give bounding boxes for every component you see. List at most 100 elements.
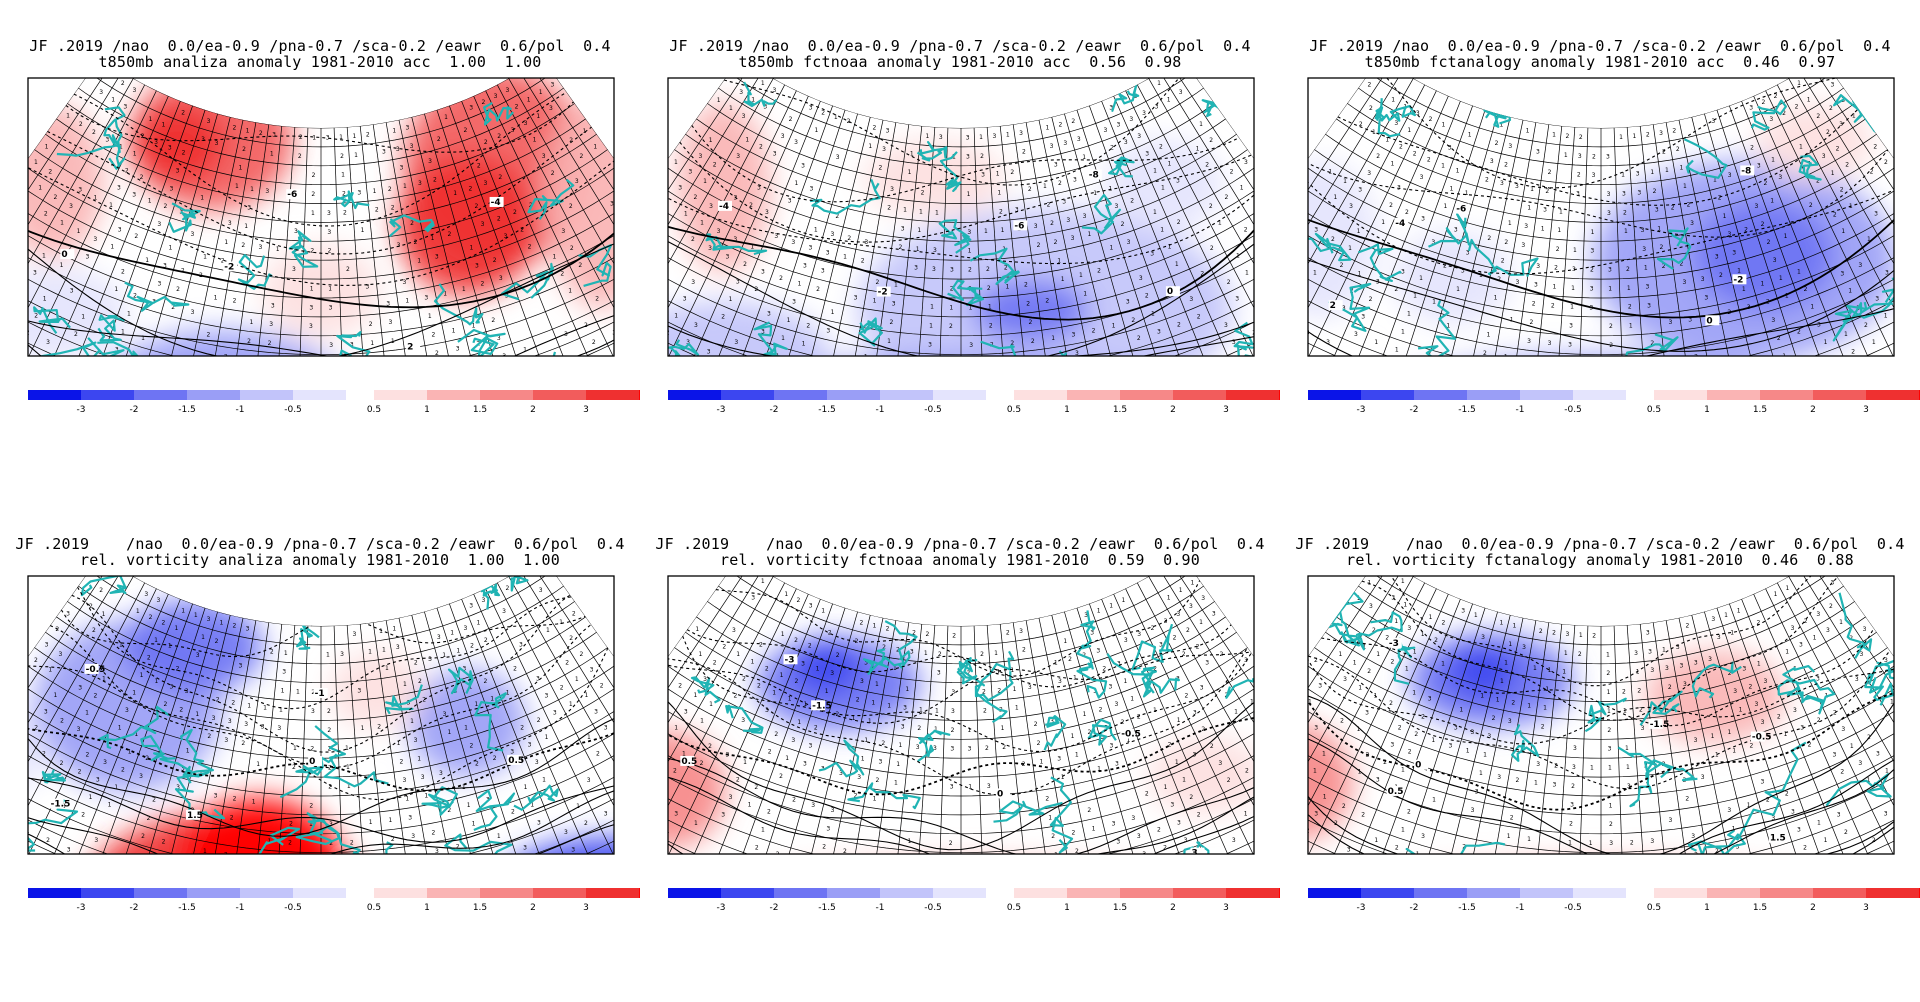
svg-text:2: 2 [493,755,497,762]
svg-text:3: 3 [410,143,414,150]
svg-text:2: 2 [547,418,551,425]
svg-text:1: 1 [1416,851,1420,858]
svg-text:3: 3 [494,93,498,100]
svg-text:3: 3 [475,263,479,270]
svg-text:2: 2 [1587,935,1591,942]
svg-text:1: 1 [1776,912,1780,919]
colorbar-swatch [933,888,986,898]
svg-text:1: 1 [969,304,973,311]
svg-text:1: 1 [88,357,92,364]
svg-text:2: 2 [163,203,167,210]
svg-text:2: 2 [418,678,422,685]
svg-text:1: 1 [212,428,216,435]
svg-text:1: 1 [1182,777,1186,784]
contour-label: -6 [1014,221,1024,231]
svg-text:2: 2 [207,733,211,740]
svg-text:2: 2 [861,372,865,379]
svg-text:1: 1 [1724,612,1728,619]
svg-text:1: 1 [89,794,93,801]
colorbar-label: -1 [876,903,885,913]
svg-text:3: 3 [855,410,859,417]
svg-text:1: 1 [797,359,801,366]
svg-text:1: 1 [214,294,218,301]
svg-text:1: 1 [1413,293,1417,300]
svg-text:3: 3 [914,265,918,272]
svg-text:1: 1 [632,319,636,326]
svg-text:2: 2 [980,153,984,160]
svg-text:2: 2 [736,777,740,784]
svg-text:1: 1 [60,220,64,227]
svg-text:3: 3 [1622,191,1626,198]
svg-text:1: 1 [1298,714,1302,721]
svg-text:3: 3 [170,185,174,192]
svg-text:1: 1 [552,253,556,260]
svg-text:2: 2 [0,248,2,255]
svg-text:1: 1 [472,322,476,329]
svg-text:1: 1 [393,855,397,862]
svg-text:3: 3 [1884,811,1888,818]
svg-text:3: 3 [481,221,485,228]
svg-text:2: 2 [541,400,545,407]
svg-text:1: 1 [737,400,741,407]
svg-text:3: 3 [1354,331,1358,338]
svg-text:3: 3 [1540,932,1544,939]
svg-text:3: 3 [1117,122,1121,129]
svg-text:3: 3 [1573,745,1577,752]
svg-text:1: 1 [1061,774,1065,781]
svg-text:2: 2 [759,144,763,151]
svg-text:3: 3 [1508,143,1512,150]
svg-text:1: 1 [405,796,409,803]
svg-text:1: 1 [699,864,703,871]
svg-text:3: 3 [402,279,406,286]
colorbar-label: 2 [1810,903,1816,913]
svg-text:1: 1 [1890,699,1894,706]
svg-text:2: 2 [92,627,96,634]
svg-text:2: 2 [147,815,151,822]
svg-text:3: 3 [44,708,48,715]
svg-text:2: 2 [1541,415,1545,422]
svg-text:1: 1 [993,896,997,903]
svg-text:2: 2 [54,194,58,201]
svg-text:1: 1 [529,364,533,371]
svg-text:2: 2 [493,257,497,264]
svg-text:3: 3 [437,634,441,641]
svg-text:1: 1 [1437,359,1441,366]
svg-text:1: 1 [252,798,256,805]
svg-text:1: 1 [410,718,414,725]
svg-text:2: 2 [447,807,451,814]
contour-label: 1.5 [899,856,915,866]
svg-text:1: 1 [536,113,540,120]
svg-text:3: 3 [694,322,698,329]
svg-text:2: 2 [433,176,437,183]
colorbar-label: 1.5 [473,405,487,415]
svg-text:1: 1 [1086,406,1090,413]
svg-text:2: 2 [1851,348,1855,355]
svg-text:1: 1 [1507,833,1511,840]
svg-text:2: 2 [1209,137,1213,144]
svg-text:1: 1 [475,701,479,708]
svg-text:2: 2 [1844,829,1848,836]
svg-text:2: 2 [298,153,302,160]
svg-text:2: 2 [1282,206,1286,213]
svg-text:1: 1 [1742,286,1746,293]
svg-text:2: 2 [1071,118,1075,125]
svg-text:1: 1 [759,905,763,912]
svg-text:2: 2 [1884,159,1888,166]
svg-text:3: 3 [794,139,798,146]
svg-text:3: 3 [117,185,121,192]
svg-text:3: 3 [1376,777,1380,784]
svg-text:1: 1 [1412,689,1416,696]
svg-text:1: 1 [1417,930,1421,937]
svg-text:3: 3 [142,912,146,919]
svg-text:1: 1 [109,202,113,209]
svg-text:3: 3 [1769,116,1773,123]
svg-text:3: 3 [1069,447,1073,454]
svg-text:1: 1 [529,862,533,869]
contour-label: 4 [1454,380,1460,390]
svg-text:2: 2 [402,432,406,439]
svg-text:3: 3 [1655,207,1659,214]
svg-text:2: 2 [125,168,129,175]
svg-text:3: 3 [1757,162,1761,169]
svg-text:2: 2 [856,696,860,703]
svg-text:3: 3 [1112,820,1116,827]
